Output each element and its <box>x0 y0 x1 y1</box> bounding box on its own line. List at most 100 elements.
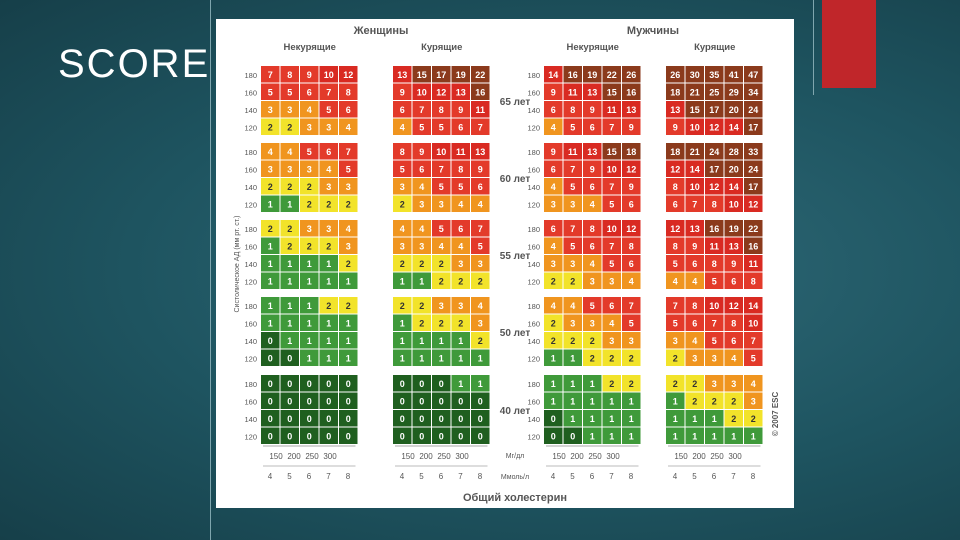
risk-cell-value: 0 <box>400 414 405 424</box>
risk-cell <box>451 195 470 212</box>
risk-cell-value: 3 <box>419 241 424 251</box>
risk-cell-value: 1 <box>326 276 331 286</box>
risk-cell-value: 8 <box>346 87 351 97</box>
risk-cell <box>705 427 724 444</box>
risk-cell-value: 0 <box>551 414 556 424</box>
risk-cell <box>666 392 685 409</box>
risk-cell <box>583 314 602 331</box>
risk-cell <box>602 255 621 272</box>
risk-cell <box>622 118 641 135</box>
risk-cell <box>339 349 358 366</box>
risk-cell <box>602 349 621 366</box>
risk-cell-value: 5 <box>609 199 614 209</box>
risk-cell <box>261 272 280 289</box>
risk-cell <box>685 297 704 314</box>
risk-cell <box>602 392 621 409</box>
risk-cell <box>724 272 743 289</box>
risk-cell <box>724 118 743 135</box>
risk-cell <box>280 66 299 83</box>
bp-label: 140 <box>527 106 540 115</box>
risk-cell-value: 9 <box>590 164 595 174</box>
risk-cell-value: 2 <box>609 353 614 363</box>
risk-cell <box>393 272 412 289</box>
risk-cell <box>685 220 704 237</box>
risk-cell <box>471 178 490 195</box>
risk-cell-value: 6 <box>551 224 556 234</box>
risk-cell <box>583 178 602 195</box>
risk-cell <box>319 178 338 195</box>
risk-cell <box>705 160 724 177</box>
risk-cell-value: 1 <box>478 353 483 363</box>
risk-cell-value: 1 <box>287 336 292 346</box>
risk-cell <box>622 195 641 212</box>
decorative-divider <box>210 0 211 540</box>
risk-cell <box>666 101 685 118</box>
risk-cell <box>685 255 704 272</box>
risk-cell-value: 2 <box>400 259 405 269</box>
risk-cell-value: 0 <box>287 353 292 363</box>
risk-cell-value: 12 <box>670 224 680 234</box>
x-axis-title: Общий холестерин <box>463 492 567 504</box>
risk-cell <box>544 143 563 160</box>
risk-cell-value: 3 <box>287 105 292 115</box>
risk-cell-value: 2 <box>551 276 556 286</box>
risk-cell-value: 3 <box>268 105 273 115</box>
risk-cell-value: 16 <box>748 241 758 251</box>
risk-cell <box>471 255 490 272</box>
risk-cell-value: 0 <box>307 414 312 424</box>
risk-cell-value: 5 <box>629 318 634 328</box>
risk-cell-value: 0 <box>439 431 444 441</box>
risk-cell-value: 13 <box>587 87 597 97</box>
risk-cell <box>339 255 358 272</box>
risk-cell-value: 17 <box>709 164 719 174</box>
mg-tick: 200 <box>570 452 584 461</box>
bp-label: 160 <box>244 397 257 406</box>
risk-cell <box>393 118 412 135</box>
risk-cell <box>744 83 763 100</box>
risk-cell-value: 7 <box>268 70 273 80</box>
risk-cell <box>622 427 641 444</box>
risk-cell-value: 0 <box>346 414 351 424</box>
risk-cell <box>471 272 490 289</box>
mg-tick: 200 <box>419 452 433 461</box>
risk-cell-value: 1 <box>590 414 595 424</box>
risk-cell-value: 2 <box>439 259 444 269</box>
risk-cell-value: 0 <box>551 431 556 441</box>
risk-cell <box>393 101 412 118</box>
mg-tick: 150 <box>552 452 566 461</box>
risk-cell-value: 1 <box>326 336 331 346</box>
risk-cell <box>666 178 685 195</box>
risk-cell <box>261 332 280 349</box>
mmol-tick: 6 <box>307 472 312 481</box>
risk-cell-value: 11 <box>475 105 485 115</box>
risk-cell-value: 0 <box>326 431 331 441</box>
risk-cell-value: 1 <box>629 414 634 424</box>
mg-tick: 200 <box>287 452 301 461</box>
risk-cell <box>666 349 685 366</box>
risk-cell-value: 12 <box>343 70 353 80</box>
risk-cell-value: 0 <box>268 379 273 389</box>
risk-cell <box>393 297 412 314</box>
risk-cell-value: 2 <box>268 224 273 234</box>
risk-cell-value: 16 <box>626 87 636 97</box>
risk-cell <box>622 220 641 237</box>
risk-cell-value: 6 <box>346 105 351 115</box>
risk-cell <box>432 101 451 118</box>
risk-cell <box>744 101 763 118</box>
risk-cell <box>724 220 743 237</box>
risk-cell-value: 6 <box>458 224 463 234</box>
risk-cell <box>300 349 319 366</box>
risk-cell <box>393 195 412 212</box>
risk-cell <box>563 118 582 135</box>
risk-cell-value: 0 <box>400 396 405 406</box>
risk-cell <box>412 427 431 444</box>
risk-cell-value: 0 <box>400 431 405 441</box>
risk-cell-value: 3 <box>692 353 697 363</box>
risk-cell <box>544 349 563 366</box>
risk-cell <box>685 143 704 160</box>
risk-cell-value: 0 <box>419 396 424 406</box>
risk-cell-value: 1 <box>712 431 717 441</box>
risk-cell-value: 7 <box>609 122 614 132</box>
risk-cell <box>544 237 563 254</box>
risk-cell-value: 7 <box>419 105 424 115</box>
